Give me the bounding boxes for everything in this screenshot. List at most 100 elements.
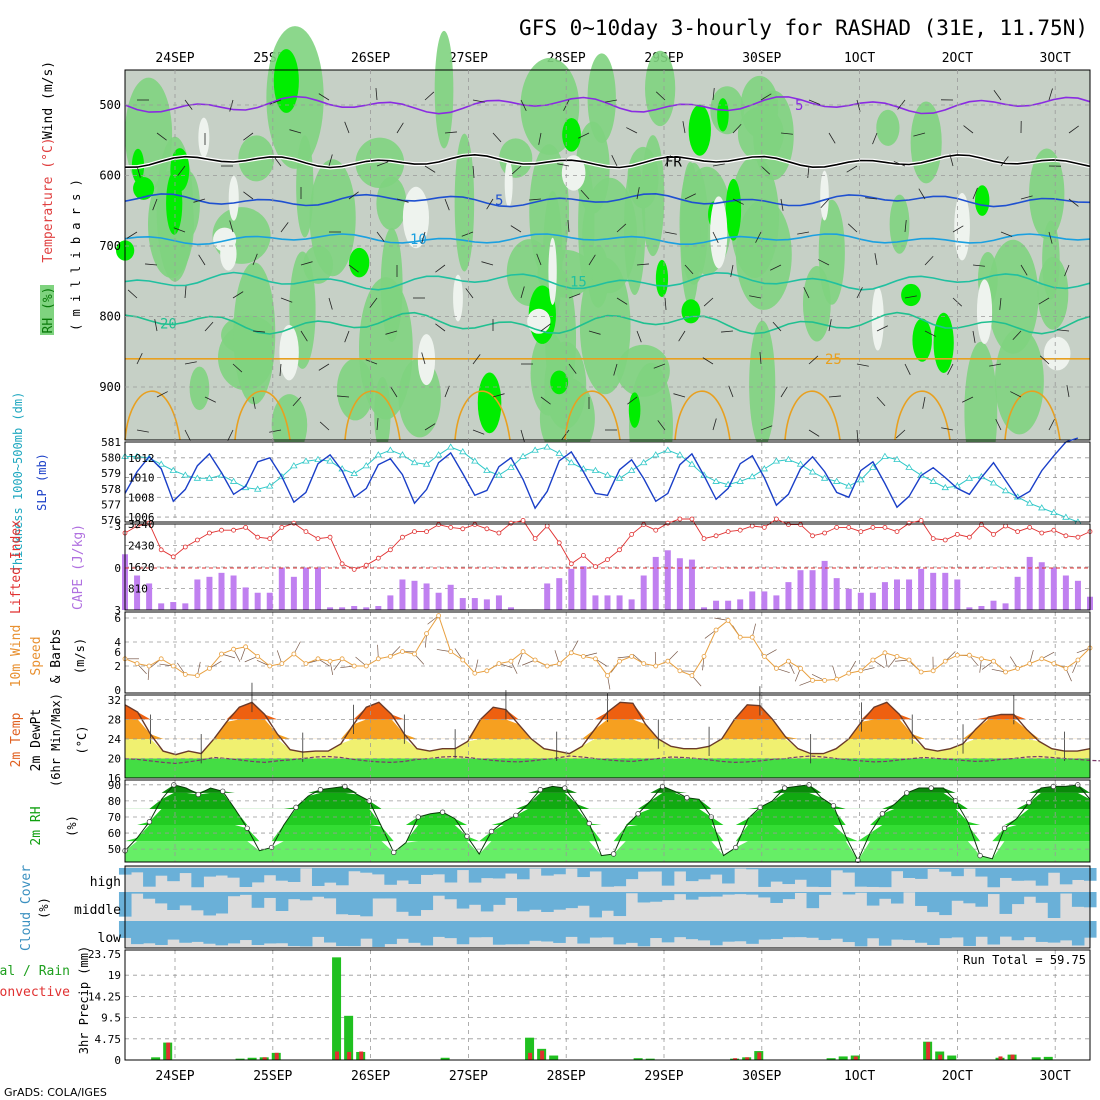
wind-barb bbox=[319, 421, 330, 431]
cloud-cover-bar bbox=[504, 868, 518, 874]
precip-total-bar bbox=[947, 1055, 957, 1060]
rh-point bbox=[146, 819, 153, 825]
panel-frame bbox=[124, 69, 1091, 441]
wind-barb bbox=[636, 330, 642, 343]
cloud-cover-bar bbox=[685, 868, 699, 882]
cloud-cover-bar bbox=[854, 892, 868, 893]
cloud-cover-bar bbox=[348, 921, 361, 947]
lifted-index-line-point bbox=[822, 530, 828, 536]
cape-bar bbox=[290, 576, 297, 610]
wind-speed-line-point bbox=[979, 656, 984, 662]
cloud-cover-bar bbox=[360, 892, 373, 917]
lifted-index-line-point bbox=[629, 532, 635, 537]
cloud-cover-bar bbox=[1023, 921, 1037, 938]
cloud-cover-bar bbox=[589, 868, 602, 872]
lifted-index-line-point bbox=[255, 534, 261, 540]
rh-contour-bright bbox=[273, 49, 299, 113]
lifted-index-line-point bbox=[979, 522, 984, 527]
tick-label: 3 bbox=[114, 604, 121, 617]
lifted-index-line-point bbox=[942, 537, 948, 543]
wind-barb bbox=[865, 197, 878, 200]
cloud-cover-bar bbox=[866, 892, 880, 906]
cape-bar bbox=[556, 578, 563, 610]
cloud-cover-bar bbox=[299, 892, 313, 901]
wind-speed-line-point bbox=[737, 634, 743, 640]
slp-label-thick: Thickness 1000~500mb (dm) bbox=[11, 392, 25, 573]
wind-barb bbox=[636, 263, 649, 266]
rh-contour-dry bbox=[976, 279, 993, 344]
wind-barb bbox=[874, 253, 878, 266]
thickness-line-point bbox=[760, 465, 769, 472]
rh-contour-bright bbox=[901, 283, 921, 307]
wind-barb bbox=[300, 261, 313, 266]
wind-speed-line-point bbox=[653, 663, 659, 669]
thickness-line-point bbox=[832, 477, 841, 484]
top-date-axis: 24SEP25SEP26SEP27SEP28SEP29SEP30SEP1OCT2… bbox=[155, 51, 1071, 66]
bottom-date-label: 24SEP bbox=[155, 1069, 194, 1084]
wind-barb bbox=[1020, 264, 1028, 276]
cloud-cover-bar bbox=[878, 921, 892, 946]
precip-total-bar bbox=[440, 1057, 450, 1060]
cloud-cover-bar bbox=[794, 868, 808, 880]
precip-ylabel: 3hr Precip (mm) bbox=[77, 946, 91, 1054]
temp-fill-band bbox=[125, 738, 1090, 759]
wind-barb bbox=[972, 264, 985, 267]
wind-barb bbox=[856, 99, 861, 112]
precip-convective-bar bbox=[938, 1054, 943, 1060]
cloud-cover-bar bbox=[432, 921, 446, 937]
precip-total-bar bbox=[633, 1058, 643, 1060]
precip-convective-bar bbox=[347, 1051, 352, 1060]
slp-tick: 1010 bbox=[128, 472, 155, 485]
thickness-line-point bbox=[326, 457, 334, 464]
cloud-cover-bar bbox=[541, 921, 554, 942]
wind-barb bbox=[952, 225, 964, 233]
cape-bar bbox=[302, 567, 309, 610]
rh-point bbox=[1050, 783, 1057, 790]
precip-convective-bar bbox=[359, 1051, 364, 1060]
cape-tick: 1620 bbox=[128, 561, 155, 574]
wind-barb bbox=[588, 330, 601, 335]
wind-barb bbox=[664, 155, 671, 167]
wind-barb bbox=[396, 198, 409, 203]
cloud-cover-bar bbox=[324, 868, 337, 883]
cloud-cover-bar bbox=[541, 868, 554, 876]
cape-bar bbox=[459, 598, 466, 610]
cloud-cover-bar bbox=[1011, 892, 1025, 905]
tick-label: 9.5 bbox=[101, 1012, 121, 1025]
lifted-index-line-point bbox=[713, 533, 719, 539]
tick-label: 581 bbox=[101, 436, 121, 449]
wind-barb bbox=[712, 418, 717, 431]
lifted-index-line-point bbox=[484, 526, 490, 532]
lifted-index-line-point bbox=[194, 537, 200, 543]
wind-barb bbox=[269, 429, 282, 433]
lifted-index-line-point bbox=[520, 518, 526, 523]
wind-barb bbox=[808, 355, 819, 365]
cloud-cover-bar bbox=[203, 921, 216, 944]
wind-barb bbox=[435, 323, 446, 332]
wind-barb bbox=[712, 163, 725, 167]
lifted-index-line-point bbox=[966, 534, 972, 540]
wind-barb bbox=[682, 121, 686, 134]
cloud-cover-bar bbox=[987, 868, 1001, 888]
lifted-index-line-point bbox=[182, 544, 188, 550]
cloud-panel: high middle low bbox=[74, 865, 1097, 949]
wind-barb bbox=[904, 220, 907, 233]
wind-barb bbox=[396, 122, 404, 134]
lifted-index-line-point bbox=[773, 516, 779, 522]
precip-convective-bar bbox=[262, 1057, 267, 1060]
lifted-index-line-point bbox=[496, 530, 502, 536]
cape-bar bbox=[387, 595, 394, 610]
rh-contour-dry bbox=[228, 175, 239, 221]
wind-barb bbox=[1048, 419, 1055, 431]
wind-barb bbox=[472, 429, 485, 435]
cloud-cover-bar bbox=[239, 921, 253, 941]
wind-speed-line-point bbox=[942, 658, 948, 664]
cloud-cover-bar bbox=[661, 868, 675, 886]
wind-barb bbox=[721, 330, 734, 333]
thickness-line-point bbox=[205, 474, 214, 481]
wind-speed-line-point bbox=[182, 672, 188, 677]
wind-speed-line-point bbox=[387, 654, 393, 659]
rh-point bbox=[781, 785, 788, 791]
lifted-index-line-point bbox=[1051, 527, 1057, 533]
cloud-cover-bar bbox=[396, 868, 409, 881]
